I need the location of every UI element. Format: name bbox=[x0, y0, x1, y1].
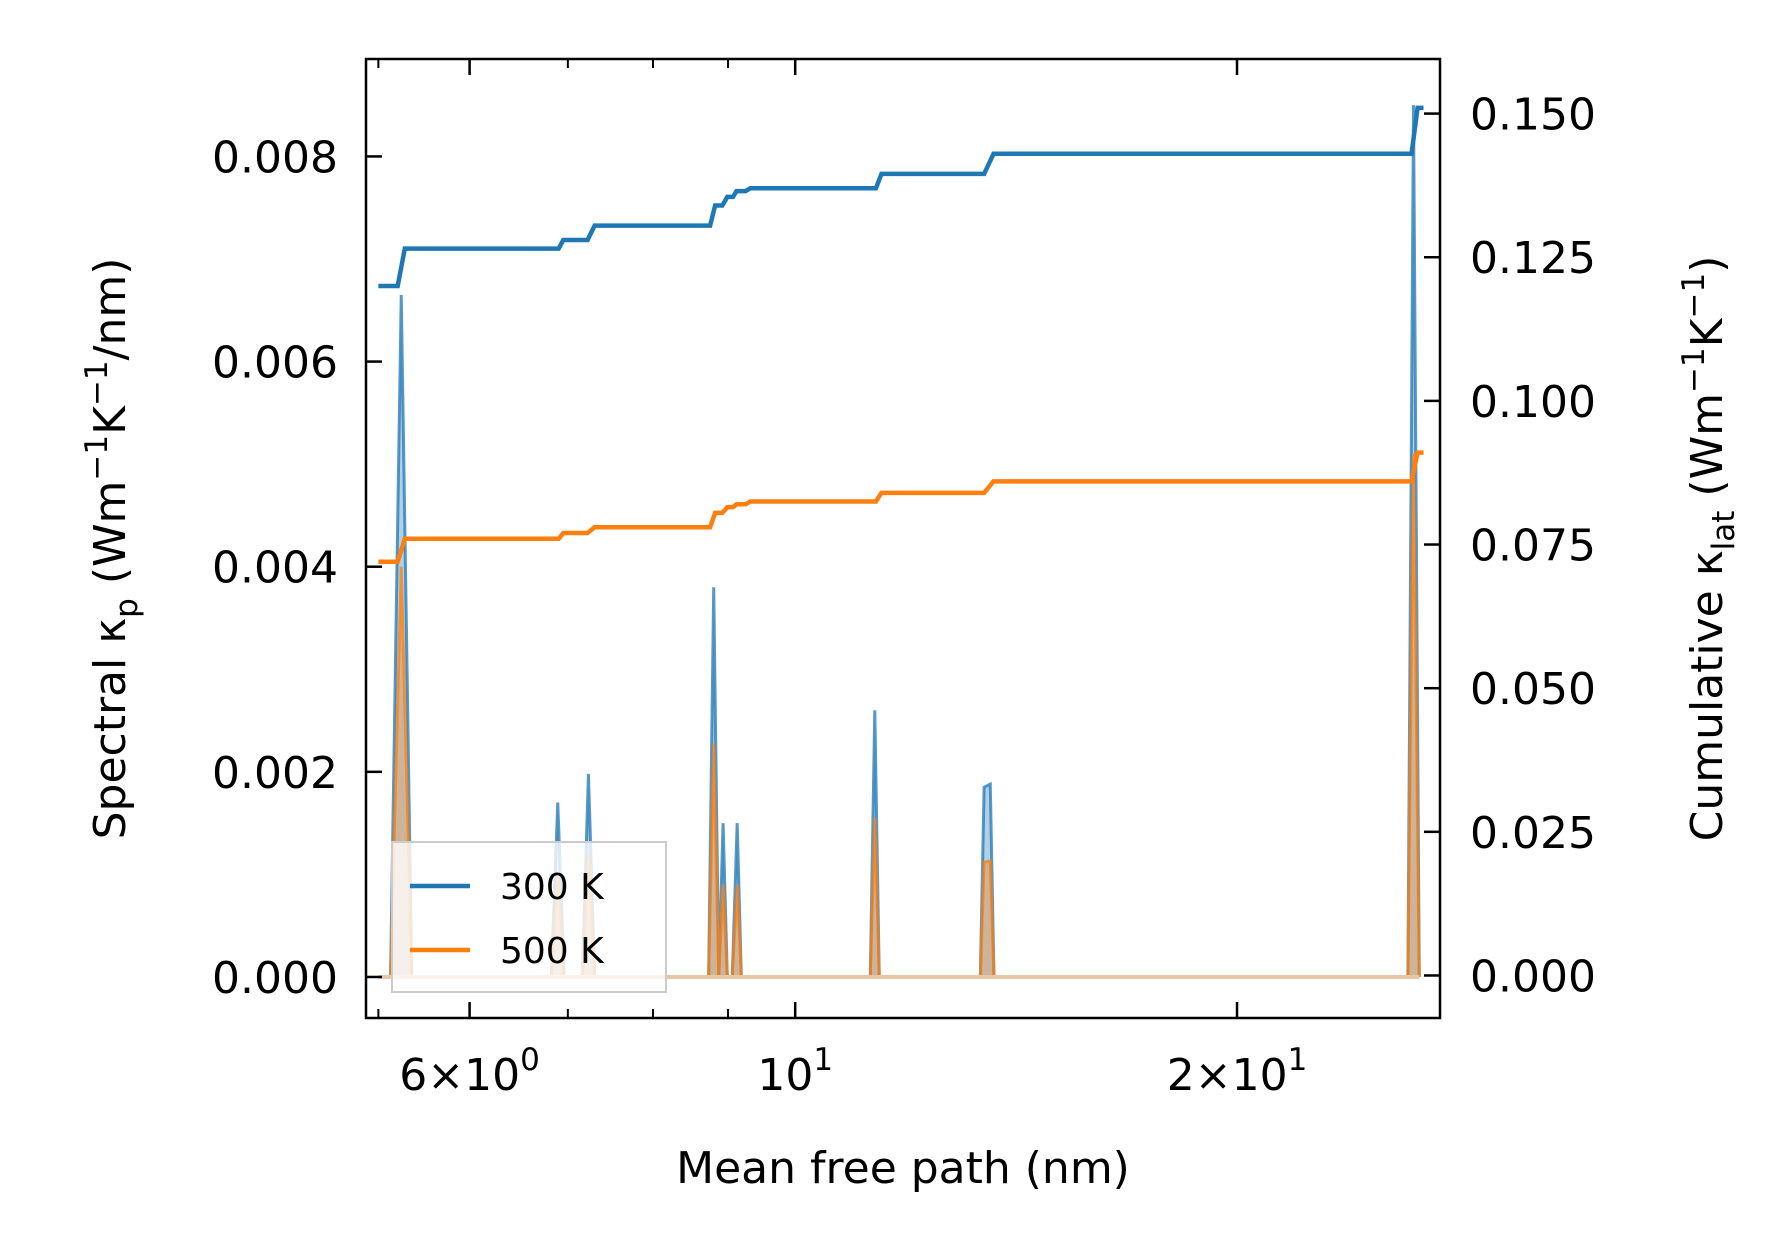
legend-box bbox=[391, 841, 667, 993]
left-y-tick-label: 0.008 bbox=[212, 132, 338, 183]
right-y-tick-label: 0.000 bbox=[1470, 951, 1596, 1002]
left-y-tick-label: 0.002 bbox=[212, 748, 338, 799]
right-y-tick-label: 0.050 bbox=[1470, 664, 1596, 715]
legend-label: 500 K bbox=[500, 931, 605, 972]
cumulative-line-300k bbox=[378, 105, 1424, 289]
legend-label: 300 K bbox=[500, 867, 605, 908]
x-tick-label: 6×100 bbox=[399, 1042, 540, 1101]
left-y-axis-label: Spectral κp (Wm−1K−1/nm) bbox=[79, 258, 145, 840]
x-axis-label: Mean free path (nm) bbox=[676, 1143, 1130, 1194]
x-tick-label: 101 bbox=[757, 1042, 833, 1101]
axes: 0.000 0.002 0.004 0.006 0.008 0.000 0.025 0.050… bbox=[79, 57, 1742, 1194]
right-y-tick-label: 0.075 bbox=[1470, 521, 1596, 572]
right-y-tick-label: 0.025 bbox=[1470, 808, 1596, 859]
right-y-tick-label: 0.150 bbox=[1470, 90, 1596, 141]
right-y-tick-label: 0.100 bbox=[1470, 377, 1596, 428]
x-tick-label: 2×101 bbox=[1167, 1042, 1308, 1101]
plot-frame bbox=[364, 57, 1442, 1020]
right-y-tick-label: 0.125 bbox=[1470, 233, 1596, 284]
left-y-tick-label: 0.004 bbox=[212, 543, 338, 594]
legend: 300 K 500 K bbox=[391, 841, 667, 993]
left-y-tick-label: 0.006 bbox=[212, 338, 338, 389]
right-y-axis-label: Cumulative κlat (Wm−1K−1) bbox=[1676, 256, 1742, 842]
left-y-tick-label: 0.000 bbox=[212, 953, 338, 1004]
cumulative-line-500k bbox=[378, 450, 1424, 565]
